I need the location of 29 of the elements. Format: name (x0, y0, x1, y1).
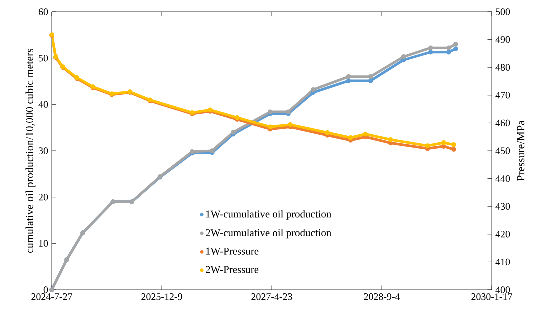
y2-tick-label: 480 (496, 64, 510, 71)
y-tick-label: 20 (38, 194, 48, 201)
y2-tick-label: 500 (496, 8, 510, 16)
legend-label: 2W-Pressure (206, 266, 259, 274)
y-tick-label: 30 (39, 148, 48, 154)
legend-label: 1W-Pressure (206, 248, 259, 255)
x-tick-label: 2030-1-17 (472, 294, 512, 300)
y2-tick-label: 450 (496, 148, 510, 154)
y-tick-label: 0 (44, 286, 48, 294)
y-tick-label: 50 (39, 54, 48, 62)
y2-axis-title: Pressure/MPa (517, 120, 525, 182)
y2-tick-label: 470 (496, 92, 510, 99)
y-tick-label: 10 (39, 240, 48, 248)
legend-label: 1W-cumulative oil production (206, 210, 332, 220)
x-tick-label: 2027-4-23 (252, 294, 292, 300)
y2-tick-label: 430 (496, 203, 510, 210)
y-axis-title: cumulative oil production/10,000 cubic meters (26, 48, 36, 253)
y-tick-label: 60 (38, 8, 48, 16)
x-tick-label: 2025-12-9 (142, 294, 182, 300)
y2-tick-label: 410 (496, 258, 510, 266)
legend-label: 2W-cumulative oil production (206, 229, 332, 239)
y2-tick-label: 400 (496, 286, 510, 294)
y2-tick-label: 420 (496, 231, 510, 238)
x-tick-label: 2024-7-27 (32, 294, 72, 300)
y2-tick-label: 460 (496, 120, 510, 127)
y2-tick-label: 440 (496, 175, 510, 182)
x-tick-label: 2028-9-4 (364, 294, 400, 300)
y2-tick-label: 490 (496, 36, 510, 44)
y-tick-label: 40 (38, 101, 48, 108)
